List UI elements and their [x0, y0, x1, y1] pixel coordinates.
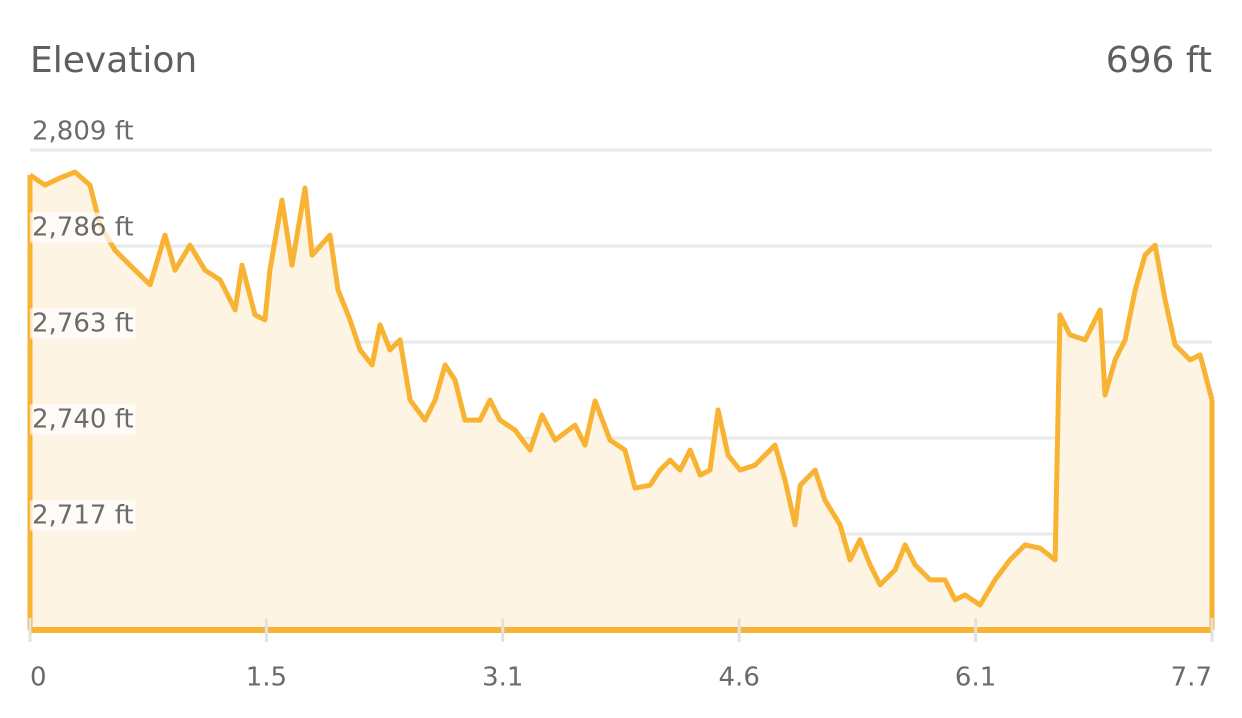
elevation-gain: 696 ft — [1106, 40, 1212, 81]
elevation-line — [28, 169, 1215, 608]
x-tick-label: 3.1 — [482, 663, 523, 693]
x-tick-label: 0 — [30, 663, 47, 693]
y-tick-label-bg — [30, 308, 136, 339]
x-tick-label: 7.7 — [1171, 663, 1212, 693]
y-tick-label-bg — [30, 500, 136, 531]
x-tick-label: 4.6 — [719, 663, 760, 693]
chart-title: Elevation — [30, 40, 197, 81]
y-tick-label: 2,717 ft — [32, 501, 134, 531]
y-tick-label-bg — [30, 116, 136, 147]
y-tick-label: 2,740 ft — [32, 405, 134, 435]
y-tick-label: 2,786 ft — [32, 213, 134, 243]
y-tick-label: 2,763 ft — [32, 309, 134, 339]
x-tick-label: 6.1 — [955, 663, 996, 693]
area-fill — [30, 172, 1212, 630]
y-tick-label-bg — [30, 212, 136, 243]
y-tick-label-bg — [30, 404, 136, 435]
x-tick-label: 1.5 — [246, 663, 287, 693]
y-tick-label: 2,809 ft — [32, 117, 134, 147]
